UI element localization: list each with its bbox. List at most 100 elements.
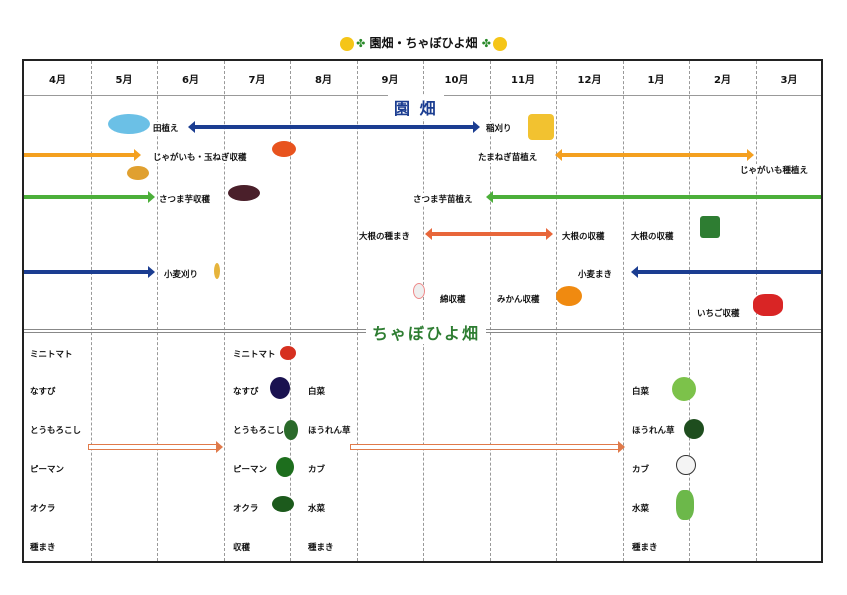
sweet-potato-harvest-bar xyxy=(24,191,155,203)
month-label: 8月 xyxy=(315,75,332,86)
month-label: 12月 xyxy=(577,75,602,86)
page-title-wrap: ✤ 園畑・ちゃぼひよ畑 ✤ xyxy=(0,34,847,51)
cotton-icon xyxy=(413,283,425,299)
winter-growth-arrow xyxy=(350,441,625,453)
sweet-potato-planting-bar xyxy=(486,191,821,203)
month-label: 4月 xyxy=(49,75,66,86)
cherry-tomato-icon xyxy=(280,346,296,360)
daikon-icon xyxy=(700,216,720,238)
arrow-right-icon xyxy=(134,149,141,161)
crop-label-autumn: ほうれん草 xyxy=(308,424,351,436)
crop-label-left: オクラ xyxy=(30,502,56,514)
label-daikon-tanemaki: 大根の種まき xyxy=(359,230,411,242)
mikan-icon xyxy=(556,286,582,306)
crop-label-winter: ほうれん草 xyxy=(632,424,675,436)
arrow-right-icon xyxy=(216,441,223,453)
crop-label-winter: 水菜 xyxy=(632,502,650,514)
month-label: 7月 xyxy=(248,75,266,86)
arrow-right-icon xyxy=(546,228,553,240)
mizuna-icon xyxy=(676,490,694,520)
pepper-icon xyxy=(276,457,294,477)
potato-onion-bar xyxy=(24,149,141,161)
crop-label-autumn: 白菜 xyxy=(308,385,326,397)
month-label: 1月 xyxy=(647,75,665,86)
turnip-icon xyxy=(676,455,696,475)
month-gridline xyxy=(423,61,424,561)
arrow-left-icon xyxy=(188,121,195,133)
spinach-icon xyxy=(684,419,704,439)
crop-label-winter: 白菜 xyxy=(632,385,650,397)
month-gridline xyxy=(356,61,358,561)
label-satsumaimo-naeue: さつま芋苗植え xyxy=(413,193,473,205)
wheat-icon xyxy=(214,263,220,279)
month-label: 11月 xyxy=(511,75,535,86)
month-label: 3月 xyxy=(780,75,798,86)
calendar-frame xyxy=(22,59,823,563)
crop-label-summer: オクラ xyxy=(233,502,259,514)
month-gridline xyxy=(689,61,690,561)
month-gridline xyxy=(622,61,624,561)
arrow-left-icon xyxy=(486,191,493,203)
eggplant-icon xyxy=(270,377,290,399)
strawberry-icon xyxy=(753,294,783,316)
okra-icon xyxy=(272,496,294,512)
label-jagaimo-taneue: じゃがいも種植え xyxy=(740,164,809,176)
onion-icon xyxy=(272,141,296,157)
label-komugi-kari: 小麦刈り xyxy=(164,268,199,280)
label-tamanegi-naehue: たまねぎ苗植え xyxy=(478,151,538,163)
wheat-harvest-bar xyxy=(24,266,155,278)
month-gridline xyxy=(223,61,225,561)
crop-label-summer: ピーマン xyxy=(233,463,268,475)
month-label: 2月 xyxy=(714,75,731,86)
label-ichigo: いちご収穫 xyxy=(697,307,740,319)
crop-label-summer: ミニトマト xyxy=(233,348,276,360)
crop-label-summer: とうもろこし xyxy=(233,424,285,436)
label-inekari: 稲刈り xyxy=(486,122,512,134)
page-title: 園畑・ちゃぼひよ畑 xyxy=(369,36,478,50)
label-satsumaimo-shukaku: さつま芋収穫 xyxy=(159,193,211,205)
arrow-right-icon xyxy=(747,149,754,161)
month-gridline xyxy=(489,61,491,561)
cabbage-icon xyxy=(672,377,696,401)
crop-label-autumn: 水菜 xyxy=(308,502,326,514)
label-taue: 田植え xyxy=(153,122,179,134)
corn-icon xyxy=(284,420,298,440)
crop-label-autumn: カブ xyxy=(308,463,326,475)
rice-stalk-icon xyxy=(528,114,554,140)
label-wata: 綿収穫 xyxy=(440,293,466,305)
wheat-sowing-bar xyxy=(631,266,821,278)
rice-paddy-icon xyxy=(108,114,150,134)
month-label: 9月 xyxy=(381,75,399,86)
crop-label-winter: 種まき xyxy=(632,541,658,553)
month-gridline xyxy=(90,61,92,561)
chick-icon xyxy=(492,36,507,51)
arrow-right-icon xyxy=(148,266,155,278)
rice-season-bar xyxy=(188,121,480,133)
crop-label-left: とうもろこし xyxy=(30,424,82,436)
section-title-chabo: ちゃぼひよ畑 xyxy=(366,320,487,344)
label-komugi-maki: 小麦まき xyxy=(578,268,613,280)
arrow-left-icon xyxy=(425,228,432,240)
arrow-left-icon xyxy=(555,149,562,161)
month-gridline xyxy=(556,61,557,561)
crop-label-winter: カブ xyxy=(632,463,650,475)
daikon-bar xyxy=(425,228,553,240)
chick-icon xyxy=(340,36,355,51)
crop-label-left: 種まき xyxy=(30,541,56,553)
crop-label-summer: 収穫 xyxy=(233,541,251,553)
clover-icon: ✤ xyxy=(481,37,491,50)
clover-icon: ✤ xyxy=(356,37,366,50)
potato-icon xyxy=(127,166,149,180)
crop-label-autumn: 種まき xyxy=(308,541,334,553)
section-title-garden: 園 畑 xyxy=(388,95,444,119)
onion-potato-planting-bar xyxy=(555,149,754,161)
arrow-right-icon xyxy=(473,121,480,133)
label-mikan: みかん収穫 xyxy=(497,293,540,305)
month-gridline xyxy=(157,61,158,561)
arrow-left-icon xyxy=(631,266,638,278)
crop-label-left: ミニトマト xyxy=(30,348,73,360)
arrow-right-icon xyxy=(148,191,155,203)
crop-label-left: なすび xyxy=(30,385,56,397)
label-daikon-shukaku-2: 大根の収穫 xyxy=(631,230,674,242)
